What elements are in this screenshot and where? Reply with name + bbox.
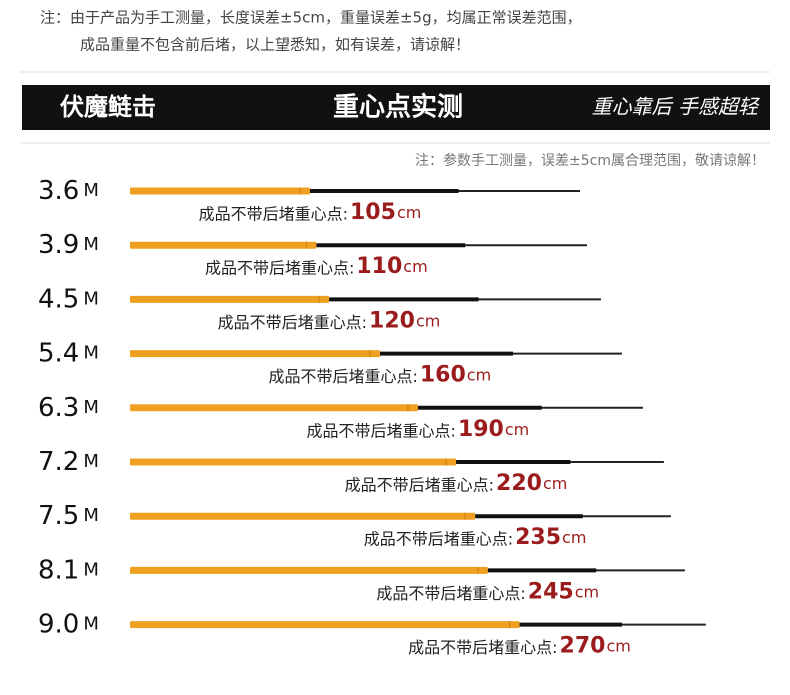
length-value: 6.3 bbox=[38, 392, 79, 422]
rod-butt bbox=[130, 458, 457, 466]
rod-butt bbox=[130, 404, 418, 412]
rod-butt bbox=[130, 295, 330, 303]
rod-length: 9.0 M bbox=[38, 609, 99, 639]
sub-note: 注：参数手工测量，误差±5cm属合理范围，敬请谅解！ bbox=[415, 152, 765, 169]
rod-butt bbox=[130, 187, 310, 195]
length-value: 4.5 bbox=[38, 284, 79, 314]
length-value: 7.5 bbox=[38, 501, 79, 531]
length-unit: M bbox=[83, 180, 99, 201]
cg-unit: cm bbox=[397, 203, 421, 222]
cg-label: 成品不带后堵重心点: bbox=[345, 476, 494, 495]
cg-label: 成品不带后堵重心点: bbox=[205, 259, 354, 278]
rod-butt bbox=[130, 512, 476, 520]
rod-length: 7.2 M bbox=[38, 447, 99, 477]
rod-length: 5.4 M bbox=[38, 338, 99, 368]
banner-title: 重心点实测 bbox=[333, 92, 463, 123]
cg: 160cm bbox=[420, 363, 491, 388]
cg-unit: cm bbox=[505, 419, 529, 438]
cg-label: 成品不带后堵重心点: bbox=[218, 313, 367, 332]
rod-length: 8.1 M bbox=[38, 555, 99, 585]
cg: 105cm bbox=[350, 200, 421, 225]
cg-label: 成品不带后堵重心点: bbox=[199, 205, 348, 224]
note: 成品重量不包含前后堵，以上望悉知，如有误差，请谅解！ bbox=[80, 36, 470, 54]
cg-unit: cm bbox=[562, 528, 586, 547]
length-unit: M bbox=[83, 451, 99, 472]
cg-value: 105 bbox=[350, 200, 396, 225]
length-value: 9.0 bbox=[38, 609, 79, 639]
cg: 270cm bbox=[560, 634, 631, 659]
rod-butt bbox=[130, 241, 317, 249]
length-unit: M bbox=[83, 234, 99, 255]
note: 注：由于产品为手工测量，长度误差±5cm，重量误差±5g，均属正常误差范围， bbox=[40, 9, 582, 27]
rod-butt bbox=[130, 350, 380, 358]
cg-value: 235 bbox=[515, 525, 561, 550]
rod-butt bbox=[130, 566, 488, 574]
length-unit: M bbox=[83, 397, 99, 418]
cg-value: 120 bbox=[369, 308, 415, 333]
length-unit: M bbox=[83, 505, 99, 526]
cg-unit: cm bbox=[416, 311, 440, 330]
length-value: 8.1 bbox=[38, 555, 79, 585]
cg-value: 160 bbox=[420, 363, 466, 388]
cg-unit: cm bbox=[543, 474, 567, 493]
length-value: 7.2 bbox=[38, 447, 79, 477]
rod-length: 3.9 M bbox=[38, 230, 99, 260]
rod-length: 3.6 M bbox=[38, 176, 99, 206]
rod-length: 4.5 M bbox=[38, 284, 99, 314]
length-value: 5.4 bbox=[38, 338, 79, 368]
length-unit: M bbox=[83, 288, 99, 309]
cg-unit: cm bbox=[403, 257, 427, 276]
length-unit: M bbox=[83, 343, 99, 364]
cg-value: 110 bbox=[356, 254, 402, 279]
rod-length: 7.5 M bbox=[38, 501, 99, 531]
cg-unit: cm bbox=[575, 582, 599, 601]
length-unit: M bbox=[83, 559, 99, 580]
cg-unit: cm bbox=[606, 636, 630, 655]
banner-right: 重心靠后 手感超轻 bbox=[592, 95, 760, 119]
banner bbox=[22, 85, 770, 130]
cg-label: 成品不带后堵重心点: bbox=[376, 584, 525, 603]
length-value: 3.9 bbox=[38, 230, 79, 260]
cg: 120cm bbox=[369, 308, 440, 333]
banner-left: 伏魔鲢击 bbox=[60, 93, 156, 121]
cg-label: 成品不带后堵重心点: bbox=[364, 530, 513, 549]
length-value: 3.6 bbox=[38, 176, 79, 206]
cg-unit: cm bbox=[467, 365, 491, 384]
cg-value: 270 bbox=[560, 634, 606, 659]
cg-value: 220 bbox=[496, 471, 542, 496]
cg: 245cm bbox=[528, 579, 599, 604]
cg: 220cm bbox=[496, 471, 567, 496]
cg: 190cm bbox=[458, 417, 529, 442]
cg-label: 成品不带后堵重心点: bbox=[408, 638, 557, 657]
rod-length: 6.3 M bbox=[38, 392, 99, 422]
cg-value: 190 bbox=[458, 417, 504, 442]
cg-value: 245 bbox=[528, 579, 574, 604]
cg: 235cm bbox=[515, 525, 586, 550]
rod-butt bbox=[130, 621, 520, 629]
cg: 110cm bbox=[356, 254, 427, 279]
cg-label: 成品不带后堵重心点: bbox=[307, 421, 456, 440]
cg-label: 成品不带后堵重心点: bbox=[268, 367, 417, 386]
length-unit: M bbox=[83, 614, 99, 635]
